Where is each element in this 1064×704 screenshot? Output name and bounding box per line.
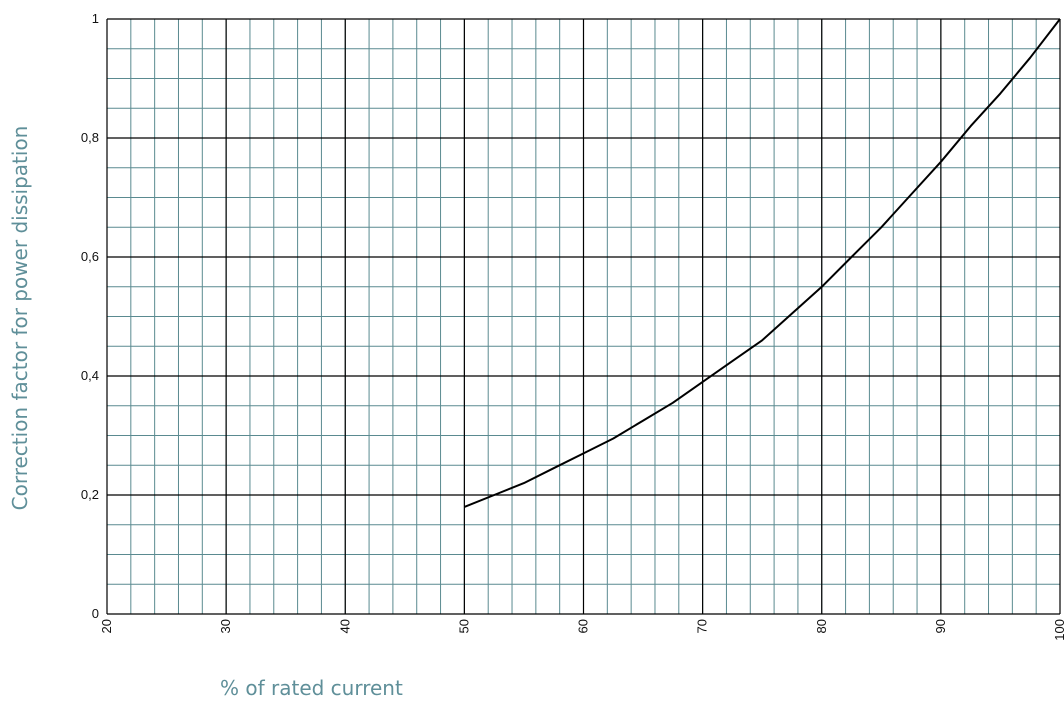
- y-tick-labels: 0 0,2 0,4 0,6 0,8 1: [81, 11, 99, 621]
- y-tick-label: 0,2: [81, 487, 99, 502]
- y-tick-label: 0,4: [81, 368, 99, 383]
- x-tick-label: 90: [933, 619, 948, 633]
- series-line: [464, 18, 1061, 508]
- x-tick-label: 100: [1052, 619, 1064, 641]
- series-layer: [464, 18, 1061, 508]
- y-tick-label: 0: [92, 606, 99, 621]
- x-tick-labels: 20 30 40 50 60 70 80 90 100: [99, 619, 1064, 641]
- y-tick-label: 1: [92, 11, 99, 26]
- x-tick-label: 40: [337, 619, 352, 633]
- x-tick-label: 80: [814, 619, 829, 633]
- x-tick-label: 30: [218, 619, 233, 633]
- x-tick-label: 20: [99, 619, 114, 633]
- y-tick-label: 0,6: [81, 249, 99, 264]
- major-grid: [106, 18, 1061, 615]
- x-tick-label: 50: [456, 619, 471, 633]
- y-axis-title: Correction factor for power dissipation: [8, 126, 32, 511]
- x-tick-label: 60: [576, 619, 591, 633]
- x-axis-title: % of rated current: [220, 676, 403, 700]
- x-tick-label: 70: [695, 619, 710, 633]
- y-tick-label: 0,8: [81, 130, 99, 145]
